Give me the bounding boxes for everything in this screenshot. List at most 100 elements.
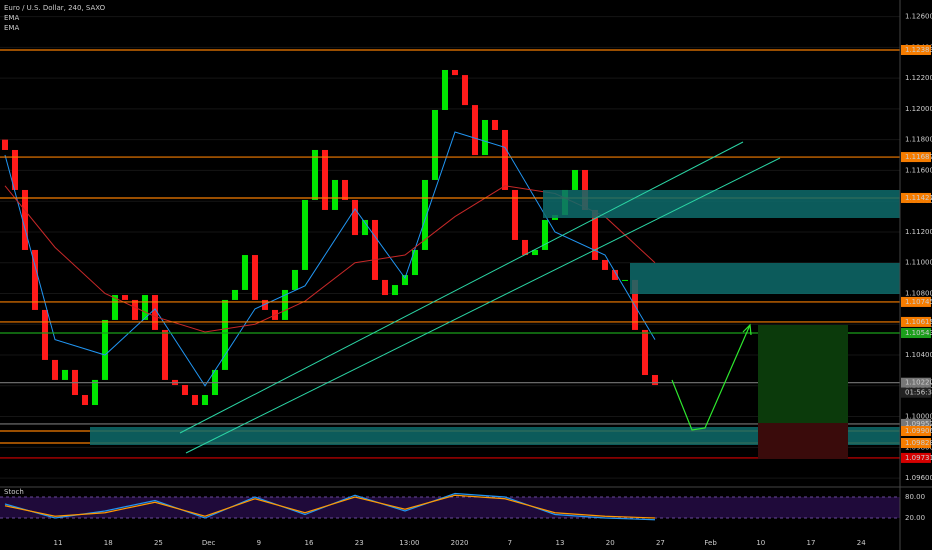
candle: [512, 189, 518, 240]
x-tick-label: 9: [257, 539, 261, 547]
candle: [622, 279, 628, 281]
candle: [22, 189, 28, 250]
zone: [630, 263, 900, 294]
level-label: 1.10543: [905, 329, 932, 337]
candle: [92, 379, 98, 406]
level-tag: [901, 438, 931, 449]
candle: [202, 395, 208, 406]
zone: [543, 190, 900, 218]
candle: [282, 289, 288, 320]
candle: [402, 275, 408, 286]
candle: [162, 329, 168, 380]
level-label: 1.11687: [905, 153, 932, 161]
candle: [112, 295, 118, 320]
x-tick-label: 18: [104, 539, 113, 547]
legend-entry: EMA: [4, 14, 19, 22]
candle: [432, 109, 438, 180]
y-tick-label: 1.11600: [905, 166, 932, 174]
arrow-head: [742, 323, 752, 336]
candle: [32, 249, 38, 310]
candle: [2, 139, 8, 150]
x-tick-label: 7: [508, 539, 512, 547]
candle: [592, 209, 598, 260]
stoch-tick-label: 20.00: [905, 514, 925, 522]
candle: [492, 119, 498, 130]
chart-title: Euro / U.S. Dollar, 240, SAXO: [4, 4, 106, 12]
candle: [302, 199, 308, 270]
candle: [152, 295, 158, 330]
stoch-title: Stoch: [4, 488, 24, 496]
candle: [422, 179, 428, 250]
x-tick-label: 16: [305, 539, 314, 547]
zone: [90, 427, 900, 445]
stoch-tick-label: 80.00: [905, 493, 925, 501]
x-tick-label: Feb: [704, 539, 717, 547]
candle: [312, 149, 318, 200]
channel-line: [185, 157, 781, 454]
candle: [142, 295, 148, 320]
y-tick-label: 1.10000: [905, 413, 932, 421]
x-tick-label: 24: [857, 539, 866, 547]
projection-arrow: [671, 324, 751, 431]
channel-line: [179, 141, 744, 434]
profit-zone: [758, 325, 848, 423]
candle: [242, 255, 248, 290]
candle: [192, 395, 198, 406]
x-tick-label: 11: [54, 539, 63, 547]
candle: [362, 219, 368, 236]
candle: [532, 249, 538, 256]
x-tick-label: 17: [807, 539, 816, 547]
candle: [472, 105, 478, 156]
candle: [292, 269, 298, 290]
countdown: 01:56:34: [905, 389, 932, 397]
candle: [412, 249, 418, 276]
candle: [522, 239, 528, 256]
y-tick-label: 1.09600: [905, 474, 932, 482]
candle: [252, 255, 258, 300]
level-label: 1.10745: [905, 298, 932, 306]
y-tick-label: 1.10400: [905, 351, 932, 359]
x-tick-label: 10: [756, 539, 765, 547]
level-tag: [901, 296, 931, 307]
level-tag: [901, 44, 931, 55]
x-tick-label: 13:00: [399, 539, 419, 547]
level-tag: [901, 418, 931, 429]
candle: [612, 269, 618, 280]
candle: [382, 279, 388, 296]
candle: [462, 75, 468, 106]
level-label: 1.09952: [905, 420, 932, 428]
level-label: 1.12383: [905, 46, 932, 54]
candle: [262, 299, 268, 310]
level-tag: [901, 426, 931, 437]
candle: [342, 179, 348, 200]
level-label: 1.10220: [905, 379, 932, 387]
candle: [602, 259, 608, 270]
stoch-line: [4, 494, 656, 519]
y-tick-label: 1.12000: [905, 105, 932, 113]
legend-entry: EMA: [4, 24, 19, 32]
candle: [232, 289, 238, 300]
x-tick-label: Dec: [202, 539, 216, 547]
candle: [542, 219, 548, 250]
x-tick-label: 20: [606, 539, 615, 547]
candle: [222, 299, 228, 370]
candle: [442, 69, 448, 110]
candle: [182, 385, 188, 396]
x-tick-label: 27: [656, 539, 665, 547]
candle: [82, 395, 88, 406]
level-label: 1.09828: [905, 439, 932, 447]
candle: [62, 369, 68, 380]
candle: [102, 319, 108, 380]
candle: [122, 295, 128, 300]
level-label: 1.10615: [905, 318, 932, 326]
x-tick-label: 23: [355, 539, 364, 547]
candle: [572, 169, 578, 190]
level-tag: [901, 452, 931, 463]
candle: [452, 69, 458, 76]
level-tag: [901, 328, 931, 339]
candle: [652, 375, 658, 386]
candle: [42, 309, 48, 360]
candle: [372, 219, 378, 280]
y-tick-label: 1.12200: [905, 74, 932, 82]
